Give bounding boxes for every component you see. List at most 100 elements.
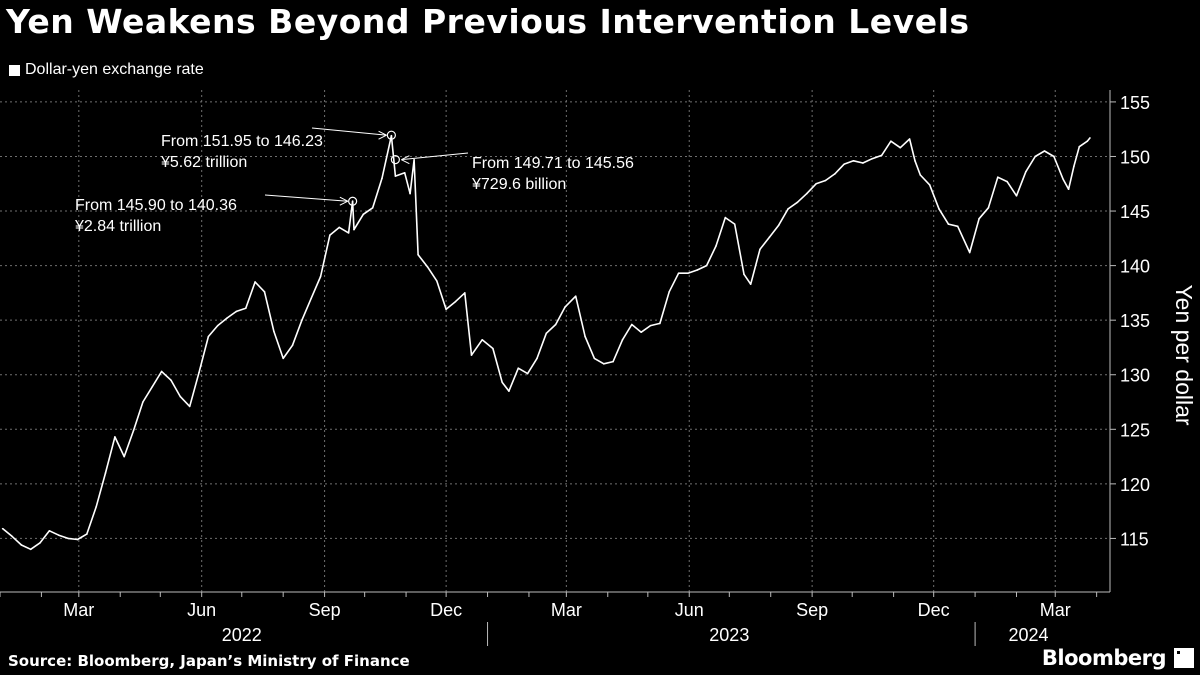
data-point [11,535,13,538]
annotation-text: From 145.90 to 140.36 [75,197,237,214]
y-tick-label: 125 [1120,420,1150,440]
data-point [235,310,238,313]
data-point [1086,140,1089,142]
data-point [659,322,661,325]
data-point [1073,165,1075,168]
data-point [464,292,466,294]
data-point [1006,180,1008,183]
data-point [733,223,736,225]
x-tick-label: Jun [187,600,216,620]
data-point [39,542,41,544]
data-point [715,245,717,247]
legend-swatch [9,64,20,76]
data-point [188,405,191,408]
data-point [668,291,671,293]
data-point [947,223,950,225]
legend-label: Dollar-yen exchange rate [25,61,204,78]
annotation-arrow-line [264,194,348,202]
x-year-label: 2023 [709,625,749,645]
series-points [1,134,1091,551]
data-point [640,331,642,333]
data-point [759,248,761,251]
data-point [413,158,415,161]
annotations: From 145.90 to 140.36 ¥2.84 trillion From … [74,127,634,235]
data-point [160,370,163,373]
x-tick-label: Sep [309,600,341,620]
data-point [244,307,247,309]
annotation-text: ¥729.6 billion [471,176,566,193]
series-line-dollar-yen [2,134,1091,551]
data-point [987,206,990,209]
data-point [843,163,845,165]
gridlines [0,90,1110,592]
data-point [677,272,680,275]
annotation-arrowhead [378,130,387,140]
y-tick-label: 145 [1120,202,1150,222]
data-point [263,291,266,293]
data-point [226,317,228,319]
data-point [545,332,548,335]
data-point [501,381,504,384]
data-point [48,529,51,532]
data-point [1,527,4,530]
x-tick-label: Mar [63,600,94,620]
data-point [705,264,708,267]
data-point [481,339,484,341]
data-point [301,319,303,321]
data-point [170,379,172,381]
annotation-arrowhead [339,196,349,206]
data-point [749,283,752,285]
data-point [426,265,429,268]
data-point [743,273,745,276]
y-tick-label: 130 [1120,366,1150,386]
data-point [928,184,931,186]
data-point [347,232,350,234]
data-point [254,281,256,283]
data-point [890,140,892,142]
data-point [834,173,836,175]
data-point [649,324,652,327]
data-point [1062,178,1065,181]
data-point [899,146,902,149]
data-point [968,251,971,254]
x-tick-label: Mar [551,600,582,620]
data-point [371,206,374,209]
bloomberg-logo-icon [1174,648,1194,668]
data-point [612,360,614,363]
data-point [938,208,940,210]
data-point [787,208,789,210]
data-point [815,182,817,185]
data-point [564,306,566,308]
x-axis: Mar Jun Sep Dec Mar Jun Sep Dec Mar 2022 2023 2024 [0,591,1110,646]
data-point [95,505,97,508]
data-point [574,295,577,297]
data-point [862,162,864,164]
legend: Dollar-yen exchange rate [9,61,204,79]
data-point [20,544,23,546]
data-point [114,436,116,438]
data-point [417,253,419,256]
data-point [796,201,799,204]
x-tick-label: Dec [918,600,950,620]
x-tick-label: Dec [430,600,462,620]
data-point [805,192,808,195]
data-point [1015,194,1018,197]
data-point [291,344,294,347]
data-point [554,323,557,326]
data-point [142,401,144,403]
data-point [67,537,69,540]
data-point [132,429,135,432]
data-point [282,357,284,360]
data-point [1043,150,1046,152]
data-point [996,176,999,179]
data-point [445,308,447,311]
annotation-text: From 149.71 to 145.56 [472,155,634,172]
data-point [1089,137,1091,139]
y-axis-label: Yen per dollar [1171,284,1197,425]
data-point [470,354,473,356]
data-point [914,160,916,162]
data-point [86,533,88,535]
data-point [435,280,438,282]
data-point [777,224,780,227]
data-point [329,234,331,236]
